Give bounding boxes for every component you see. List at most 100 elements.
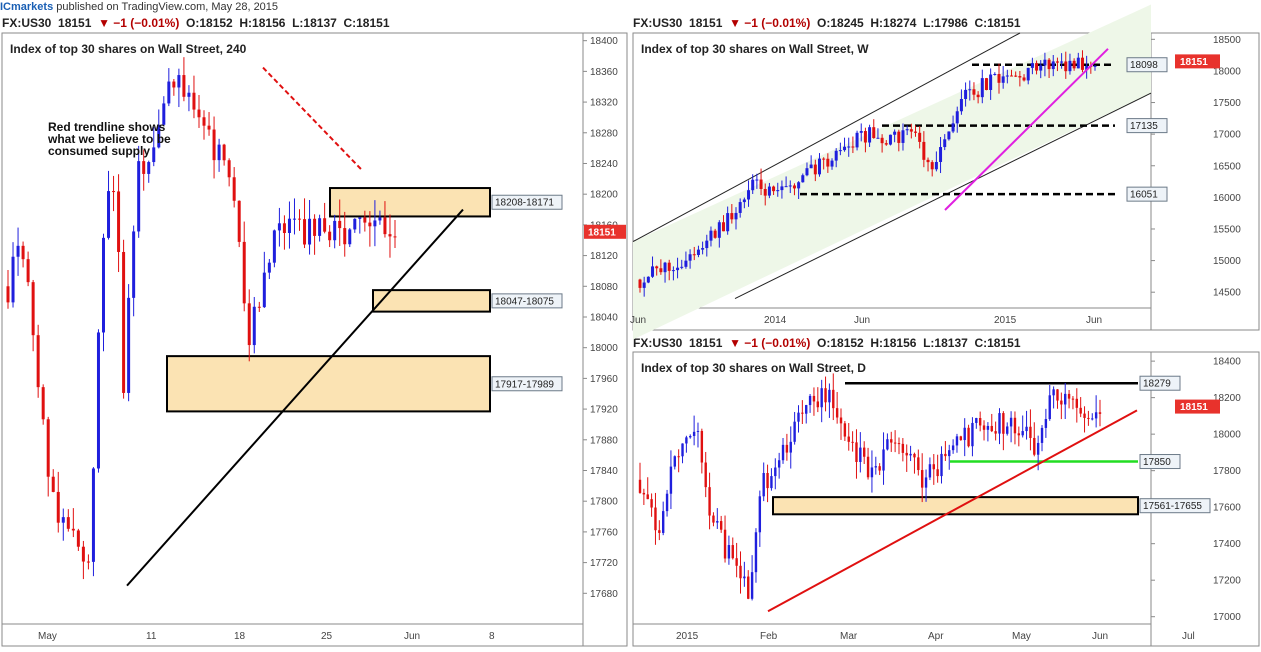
candle-body xyxy=(1013,417,1017,434)
chart-title: Index of top 30 shares on Wall Street, D xyxy=(641,361,866,375)
candle-body xyxy=(16,245,20,257)
candle-body xyxy=(1064,61,1068,72)
candle-body xyxy=(801,412,804,414)
y-tick-label: 17800 xyxy=(590,497,618,508)
y-tick-label: 17720 xyxy=(590,558,618,569)
candle-body xyxy=(46,419,50,477)
candle-body xyxy=(975,418,978,423)
candle-body xyxy=(167,81,171,104)
x-tick-label: Jun xyxy=(854,315,870,326)
candle-body xyxy=(747,576,750,599)
candle-body xyxy=(1022,77,1026,81)
candle-body xyxy=(638,279,642,288)
candle-body xyxy=(1060,400,1063,405)
candle-body xyxy=(866,456,870,478)
candle-body xyxy=(721,222,725,232)
candle-body xyxy=(101,237,105,333)
x-tick-label: Jun xyxy=(630,315,646,326)
candle-body xyxy=(1064,393,1067,405)
candle-body xyxy=(880,137,884,144)
candle-body xyxy=(797,412,800,422)
candle-body xyxy=(642,282,646,288)
candle-body xyxy=(1072,60,1076,69)
candle-body xyxy=(797,182,801,189)
candle-body xyxy=(747,190,751,200)
candle-body xyxy=(333,220,337,241)
brand-logo[interactable]: ICmarkets xyxy=(0,1,54,13)
candle-body xyxy=(705,240,709,249)
y-tick-label: 17680 xyxy=(590,589,618,600)
candle-body xyxy=(247,303,251,346)
supply-trendline xyxy=(262,66,364,172)
candle-body xyxy=(147,162,151,174)
candle-body xyxy=(713,230,717,238)
zone-label: 17917-17989 xyxy=(495,379,554,390)
candle-body xyxy=(676,267,680,271)
candle-body xyxy=(298,218,302,220)
candle-body xyxy=(964,89,968,99)
candle-body xyxy=(658,530,661,533)
candle-body xyxy=(237,200,241,242)
candle-body xyxy=(1040,427,1044,443)
candle-body xyxy=(893,442,897,444)
candle-body xyxy=(872,127,876,139)
candle-body xyxy=(750,572,754,599)
candle-body xyxy=(739,565,742,579)
last-price-label: 18151 xyxy=(588,227,616,238)
candle-body xyxy=(669,466,673,494)
y-tick-label: 18320 xyxy=(590,98,618,109)
x-tick-label: 2015 xyxy=(994,315,1017,326)
candle-body xyxy=(989,74,993,90)
candle-body xyxy=(820,388,823,408)
candle-body xyxy=(1005,75,1009,77)
candle-body xyxy=(789,441,792,453)
x-tick-label: 8 xyxy=(489,631,495,642)
candle-body xyxy=(1075,398,1079,408)
candle-body xyxy=(650,499,653,508)
y-tick-label: 18400 xyxy=(590,36,618,47)
candle-body xyxy=(1009,417,1013,427)
candle-body xyxy=(909,129,913,132)
candle-body xyxy=(76,530,80,547)
candle-body xyxy=(847,436,850,442)
candle-body xyxy=(157,124,161,148)
level-label-box xyxy=(1126,186,1168,202)
candle-body xyxy=(774,467,777,477)
h4-symbol-line: FX:US30 18151 ▼ −1 (−0.01%) O:18152 H:18… xyxy=(2,16,390,30)
last-price-tag xyxy=(584,224,626,239)
candle-body xyxy=(282,223,286,234)
candle-body xyxy=(132,231,136,298)
candle-body xyxy=(755,179,759,181)
candle-body xyxy=(1068,60,1072,72)
candle-body xyxy=(1080,57,1084,70)
x-tick-label: May xyxy=(1012,631,1031,642)
candle-body xyxy=(665,493,669,512)
candle-body xyxy=(955,111,959,124)
y-tick-label: 18000 xyxy=(1213,430,1241,441)
candle-body xyxy=(318,218,322,236)
candle-body xyxy=(252,306,256,346)
zone-label-box xyxy=(1139,498,1211,514)
candle-body xyxy=(726,213,730,232)
candle-body xyxy=(368,222,372,227)
candle-body xyxy=(967,427,970,447)
candle-body xyxy=(242,241,246,304)
zone-label: 17561-17655 xyxy=(1143,501,1202,512)
candle-body xyxy=(730,213,734,220)
candle-body xyxy=(677,456,680,458)
candle-body xyxy=(917,457,920,471)
y-tick-label: 18360 xyxy=(590,67,618,78)
candle-body xyxy=(11,256,15,303)
candle-body xyxy=(338,220,342,229)
candle-body xyxy=(876,137,880,139)
candle-body xyxy=(784,186,788,188)
candle-body xyxy=(734,212,738,220)
level-label-box xyxy=(1126,57,1168,73)
candle-body xyxy=(56,491,60,523)
x-tick-label: 2014 xyxy=(764,315,787,326)
candle-body xyxy=(655,266,659,269)
chart-title: Index of top 30 shares on Wall Street, 2… xyxy=(10,42,247,56)
y-tick-label: 16500 xyxy=(1213,161,1241,172)
candle-body xyxy=(71,528,75,531)
